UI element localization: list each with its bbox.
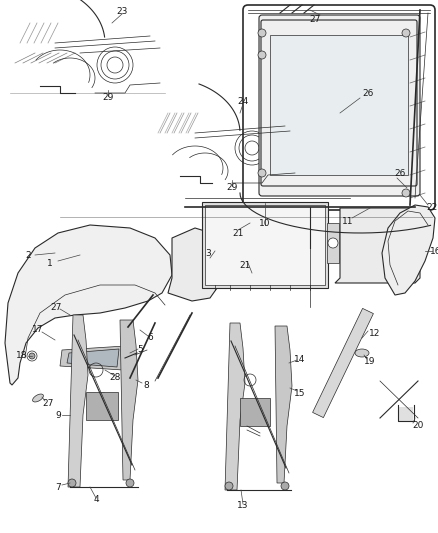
Text: 21: 21 xyxy=(232,229,244,238)
Circle shape xyxy=(258,29,266,37)
Bar xyxy=(399,407,413,421)
Circle shape xyxy=(402,29,410,37)
Text: 11: 11 xyxy=(342,216,354,225)
Circle shape xyxy=(328,238,338,248)
Polygon shape xyxy=(275,326,292,483)
Text: 18: 18 xyxy=(16,351,28,360)
Polygon shape xyxy=(225,323,245,490)
Text: 26: 26 xyxy=(362,88,374,98)
Circle shape xyxy=(281,482,289,490)
Polygon shape xyxy=(67,349,119,367)
Text: 27: 27 xyxy=(42,399,54,408)
Polygon shape xyxy=(60,346,125,370)
Circle shape xyxy=(402,189,410,197)
Bar xyxy=(86,392,118,420)
Text: 2: 2 xyxy=(25,251,31,260)
Polygon shape xyxy=(168,228,225,301)
Bar xyxy=(202,202,328,288)
Text: 4: 4 xyxy=(93,496,99,505)
Text: 1: 1 xyxy=(47,259,53,268)
Text: 29: 29 xyxy=(226,183,238,192)
Ellipse shape xyxy=(32,394,43,402)
Circle shape xyxy=(225,482,233,490)
Text: 23: 23 xyxy=(117,6,128,15)
Bar xyxy=(205,205,325,285)
Text: 6: 6 xyxy=(147,333,153,342)
Text: 13: 13 xyxy=(237,502,249,511)
Text: 3: 3 xyxy=(205,248,211,257)
Bar xyxy=(327,223,339,263)
Text: 12: 12 xyxy=(369,328,381,337)
Text: 28: 28 xyxy=(110,374,121,383)
Text: 5: 5 xyxy=(137,345,143,354)
Text: 9: 9 xyxy=(55,410,61,419)
Text: 7: 7 xyxy=(55,482,61,491)
Circle shape xyxy=(29,353,35,359)
Circle shape xyxy=(68,479,76,487)
Text: 21: 21 xyxy=(239,261,251,270)
Text: 26: 26 xyxy=(394,168,406,177)
Text: 19: 19 xyxy=(364,357,376,366)
Circle shape xyxy=(258,51,266,59)
Text: 14: 14 xyxy=(294,356,306,365)
Text: 10: 10 xyxy=(259,219,271,228)
FancyBboxPatch shape xyxy=(259,15,420,196)
Bar xyxy=(270,35,408,175)
Text: 16: 16 xyxy=(430,246,438,255)
Bar xyxy=(240,398,270,426)
Circle shape xyxy=(258,169,266,177)
Circle shape xyxy=(126,479,134,487)
Text: 27: 27 xyxy=(50,303,62,311)
Polygon shape xyxy=(5,225,172,385)
Text: 27: 27 xyxy=(309,15,321,25)
Polygon shape xyxy=(68,315,88,487)
Text: 17: 17 xyxy=(32,326,44,335)
Text: 24: 24 xyxy=(237,96,249,106)
Ellipse shape xyxy=(355,349,369,357)
Text: 22: 22 xyxy=(426,204,438,213)
Polygon shape xyxy=(120,320,138,480)
Text: 8: 8 xyxy=(143,381,149,390)
Polygon shape xyxy=(382,205,435,295)
Text: 29: 29 xyxy=(102,93,114,102)
Polygon shape xyxy=(313,309,374,417)
Text: 15: 15 xyxy=(294,389,306,398)
Text: 20: 20 xyxy=(412,421,424,430)
Polygon shape xyxy=(335,208,420,283)
